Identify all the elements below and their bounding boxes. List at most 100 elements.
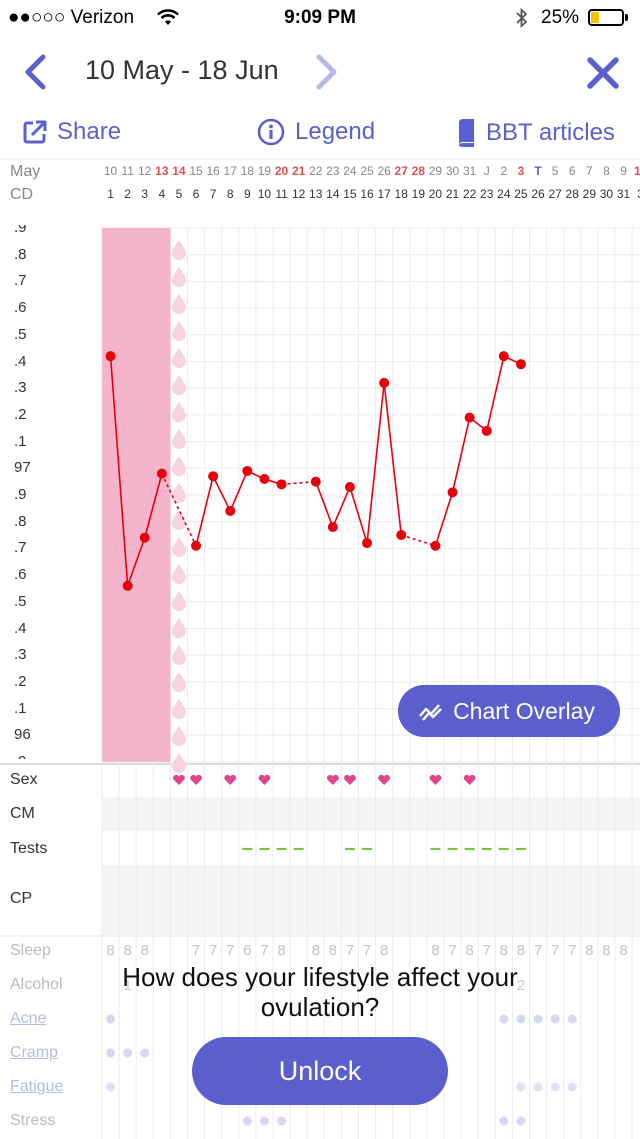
sex-heart-icon [344,774,356,785]
date-cell[interactable]: 8 [603,164,610,178]
temp-point [430,540,441,551]
cd-label: CD [10,186,34,203]
date-cell[interactable]: 30 [445,164,460,178]
y-tick-label: .2 [14,405,27,423]
temp-point [276,479,287,490]
spotting-drop-icon [171,402,186,423]
date-cell[interactable]: 28 [411,164,426,178]
date-cell[interactable]: 16 [206,164,220,178]
date-cell[interactable]: 12 [138,164,152,178]
y-tick-label: .6 [14,566,27,584]
close-icon[interactable] [586,56,620,90]
date-cell[interactable]: 3 [517,164,525,178]
date-cell[interactable]: 21 [291,164,306,178]
date-cell[interactable]: 18 [240,164,255,178]
date-cell[interactable]: 11 [121,164,134,178]
sleep-value: 6 [243,942,252,959]
cycle-day-cell: 13 [309,187,323,201]
back-chevron-icon[interactable] [22,54,48,90]
temp-point [515,359,526,370]
y-tick-label: .1 [14,699,27,717]
y-tick-label: .4 [14,352,27,370]
date-cell[interactable]: 17 [223,164,237,178]
cm-row-label: CM [10,805,35,822]
fatigue-row-label[interactable]: Fatigue [10,1078,64,1095]
cycle-day-cell: 26 [531,187,545,201]
y-tick-label: .3 [14,379,27,397]
date-cell[interactable]: 5 [551,164,559,178]
book-icon [459,119,474,147]
temp-point [122,580,133,591]
battery-tip [625,14,628,21]
cycle-day-cell: 6 [192,187,200,201]
chart-overlay-button[interactable]: Chart Overlay [398,685,620,737]
date-cell[interactable]: J [483,164,490,178]
date-cell[interactable]: 7 [586,164,593,178]
sleep-row-label: Sleep [10,942,51,959]
lifestyle-dot [516,1116,526,1126]
share-label: Share [57,118,122,145]
temp-point [379,377,390,388]
cycle-day-cell: 7 [209,187,217,201]
sleep-value: 7 [550,942,560,959]
cycle-day-cell: 14 [326,187,340,201]
cycle-day-cell: 28 [565,187,579,201]
date-cell[interactable]: 10 [633,164,640,178]
y-tick-label: .4 [14,619,27,637]
cycle-day-cell: 8 [226,187,234,201]
date-cell[interactable]: 15 [189,164,203,178]
date-cell[interactable]: 24 [343,164,357,178]
date-cell[interactable]: 10 [103,164,118,178]
sex-row-label: Sex [10,771,38,788]
cycle-day-cell: 18 [394,187,408,201]
spotting-drop-icon [171,564,186,584]
sleep-value: 8 [123,942,132,959]
sex-heart-icon [463,774,476,785]
lifestyle-dot [550,1082,560,1092]
cycle-day-cell: 22 [462,187,477,201]
temp-segment [332,486,351,528]
lifestyle-dot [567,1082,577,1092]
date-cell[interactable]: 22 [309,164,323,178]
date-cell[interactable]: 14 [172,164,186,178]
spotting-drop-icon [171,537,186,558]
date-cell[interactable]: 6 [568,164,576,178]
date-cell[interactable]: 25 [360,164,374,178]
cycle-day-cell: 1 [107,187,114,201]
date-cell[interactable]: 29 [428,164,443,178]
sleep-value: 8 [619,942,628,959]
date-cell[interactable]: 26 [377,164,391,178]
temp-segment [434,492,454,546]
sleep-value: 7 [362,942,372,959]
date-cell[interactable]: 2 [500,164,508,178]
y-tick-label: .7 [14,539,27,557]
cycle-day-cell: 19 [411,187,426,201]
cycle-day-cell: 25 [514,187,528,201]
date-cell[interactable]: 20 [274,164,289,178]
date-cell[interactable]: 23 [326,164,340,178]
status-bar: ●●○○○ Verizon 9:09 PM 25% [0,0,640,36]
bbt-articles-button[interactable]: BBT articles [456,118,615,148]
cycle-day-cell: 12 [291,187,306,201]
date-cell[interactable]: 9 [620,164,627,178]
date-cell[interactable]: 31 [462,164,477,178]
temp-point [191,540,202,551]
cycle-day-cell: 2 [124,187,131,201]
acne-row-label[interactable]: Acne [10,1010,47,1027]
lifestyle-dot [106,1048,116,1058]
legend-button[interactable]: Legend [257,118,375,146]
y-tick-label: .5 [14,592,27,610]
temp-segment [451,417,471,493]
cramp-row-label[interactable]: Cramp [10,1044,59,1061]
chart-overlay-icon [419,704,442,721]
spotting-drop-icon [171,429,186,450]
unlock-button[interactable]: Unlock [192,1037,448,1105]
date-cell[interactable]: T [534,164,542,178]
share-button[interactable]: Share [22,118,121,146]
spotting-drop-icon [171,375,186,395]
date-cell[interactable]: 19 [257,164,272,178]
temp-segment [229,470,249,512]
date-cell[interactable]: 13 [155,164,169,178]
forward-chevron-icon[interactable] [314,54,340,90]
date-cell[interactable]: 27 [394,164,408,178]
